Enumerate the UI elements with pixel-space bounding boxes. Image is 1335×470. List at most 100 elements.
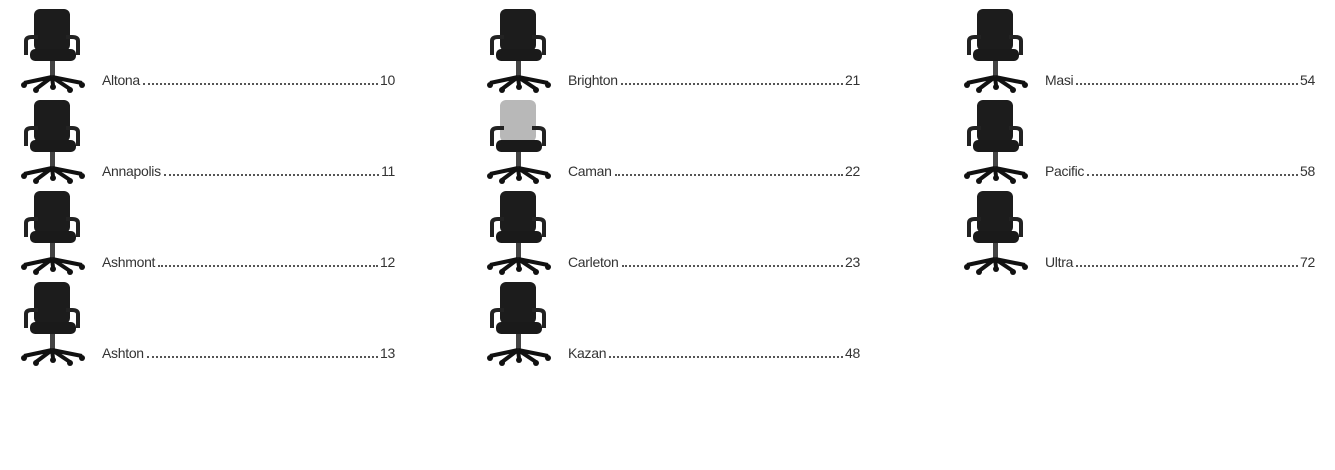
chair-back [500, 191, 536, 233]
chair-back [977, 100, 1013, 142]
dot-leader [1087, 174, 1298, 176]
chair-name: Ashmont [102, 254, 155, 270]
catalog-index: Altona 10 Annapolis 11 Ashmont 12 [0, 0, 1335, 470]
chair-stem [50, 334, 55, 350]
chair-name: Ultra [1045, 254, 1073, 270]
chair-name: Caman [568, 163, 612, 179]
entry-label: Kazan 48 [568, 345, 860, 361]
dot-leader [147, 356, 378, 358]
chair-name: Carleton [568, 254, 619, 270]
chair-image [12, 5, 94, 93]
page-number: 12 [380, 254, 395, 270]
chair-seat [496, 140, 542, 152]
page-number: 54 [1300, 72, 1315, 88]
chair-image [955, 96, 1037, 184]
entry-label: Ashton 13 [102, 345, 395, 361]
chair-stem [50, 61, 55, 77]
chair-back [500, 100, 536, 142]
chair-stem [516, 152, 521, 168]
chair-name: Annapolis [102, 163, 161, 179]
chair-image [478, 278, 560, 366]
chair-image [478, 5, 560, 93]
page-number: 22 [845, 163, 860, 179]
chair-stem [50, 243, 55, 259]
chair-seat [973, 49, 1019, 61]
chair-name: Pacific [1045, 163, 1084, 179]
chair-seat [30, 231, 76, 243]
chair-back [977, 9, 1013, 51]
chair-image [478, 187, 560, 275]
page-number: 10 [380, 72, 395, 88]
dot-leader [143, 83, 378, 85]
page: Chair index {"columns": [ {"entries": [{… [0, 0, 1335, 470]
chair-stem [516, 243, 521, 259]
chair-seat [496, 322, 542, 334]
index-entry: Ultra 72 [955, 187, 1315, 275]
chair-back [34, 191, 70, 233]
entry-label: Ashmont 12 [102, 254, 395, 270]
chair-image [955, 187, 1037, 275]
chair-stem [516, 61, 521, 77]
chair-stem [993, 61, 998, 77]
dot-leader [621, 83, 843, 85]
index-entry: Masi 54 [955, 5, 1315, 93]
page-number: 21 [845, 72, 860, 88]
index-entry: Carleton 23 [478, 187, 860, 275]
chair-image [12, 96, 94, 184]
chair-seat [496, 231, 542, 243]
chair-name: Altona [102, 72, 140, 88]
index-entry: Ashton 13 [12, 278, 395, 366]
chair-back [34, 282, 70, 324]
chair-image [12, 278, 94, 366]
entry-label: Caman 22 [568, 163, 860, 179]
entry-label: Annapolis 11 [102, 163, 395, 179]
chair-back [500, 282, 536, 324]
chair-stem [50, 152, 55, 168]
page-number: 13 [380, 345, 395, 361]
index-entry: Altona 10 [12, 5, 395, 93]
entry-label: Altona 10 [102, 72, 395, 88]
entry-label: Carleton 23 [568, 254, 860, 270]
chair-seat [973, 140, 1019, 152]
entry-label: Ultra 72 [1045, 254, 1315, 270]
chair-stem [516, 334, 521, 350]
entry-label: Masi 54 [1045, 72, 1315, 88]
page-number: 58 [1300, 163, 1315, 179]
index-entry: Brighton 21 [478, 5, 860, 93]
chair-name: Masi [1045, 72, 1073, 88]
entry-label: Brighton 21 [568, 72, 860, 88]
dot-leader [609, 356, 843, 358]
chair-back [34, 9, 70, 51]
dot-leader [622, 265, 843, 267]
chair-back [34, 100, 70, 142]
index-entry: Kazan 48 [478, 278, 860, 366]
page-number: 11 [381, 163, 395, 179]
dot-leader [1076, 265, 1298, 267]
chair-seat [30, 140, 76, 152]
chair-back [977, 191, 1013, 233]
chair-name: Ashton [102, 345, 144, 361]
chair-seat [30, 49, 76, 61]
chair-name: Brighton [568, 72, 618, 88]
dot-leader [1076, 83, 1298, 85]
chair-seat [496, 49, 542, 61]
chair-stem [993, 152, 998, 168]
chair-stem [993, 243, 998, 259]
chair-seat [30, 322, 76, 334]
index-entry: Ashmont 12 [12, 187, 395, 275]
chair-seat [973, 231, 1019, 243]
dot-leader [615, 174, 843, 176]
entry-label: Pacific 58 [1045, 163, 1315, 179]
page-number: 48 [845, 345, 860, 361]
dot-leader [158, 265, 378, 267]
dot-leader [164, 174, 379, 176]
index-entry: Caman 22 [478, 96, 860, 184]
page-number: 72 [1300, 254, 1315, 270]
chair-image [478, 96, 560, 184]
index-entry: Pacific 58 [955, 96, 1315, 184]
page-number: 23 [845, 254, 860, 270]
chair-name: Kazan [568, 345, 606, 361]
index-entry: Annapolis 11 [12, 96, 395, 184]
chair-image [955, 5, 1037, 93]
chair-back [500, 9, 536, 51]
